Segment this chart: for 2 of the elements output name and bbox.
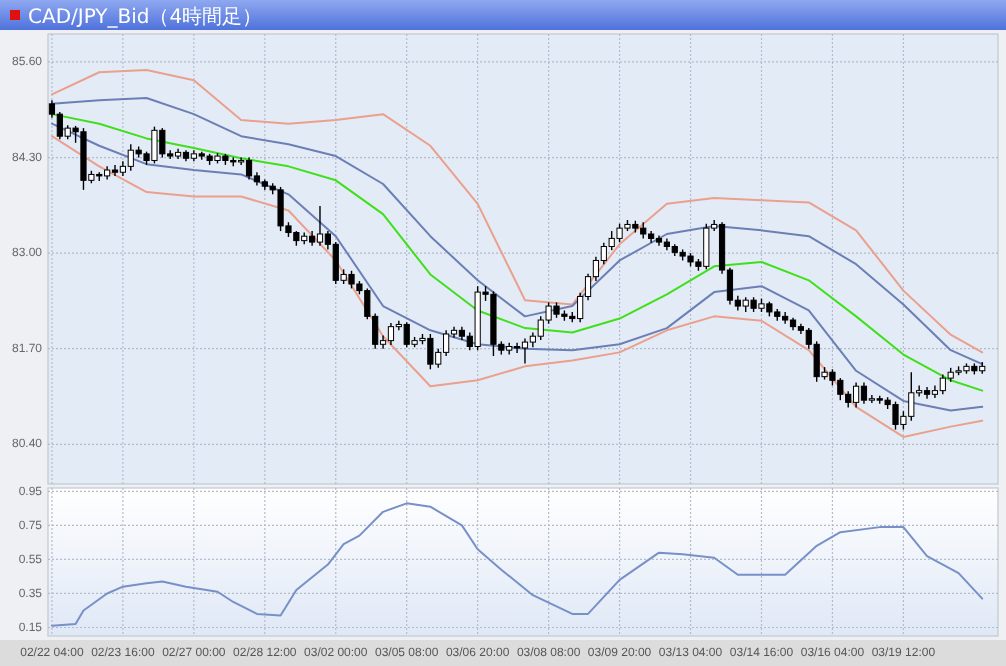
line-series — [50, 502, 984, 627]
chart-title: CAD/JPY_Bid（4時間足） — [28, 5, 263, 29]
